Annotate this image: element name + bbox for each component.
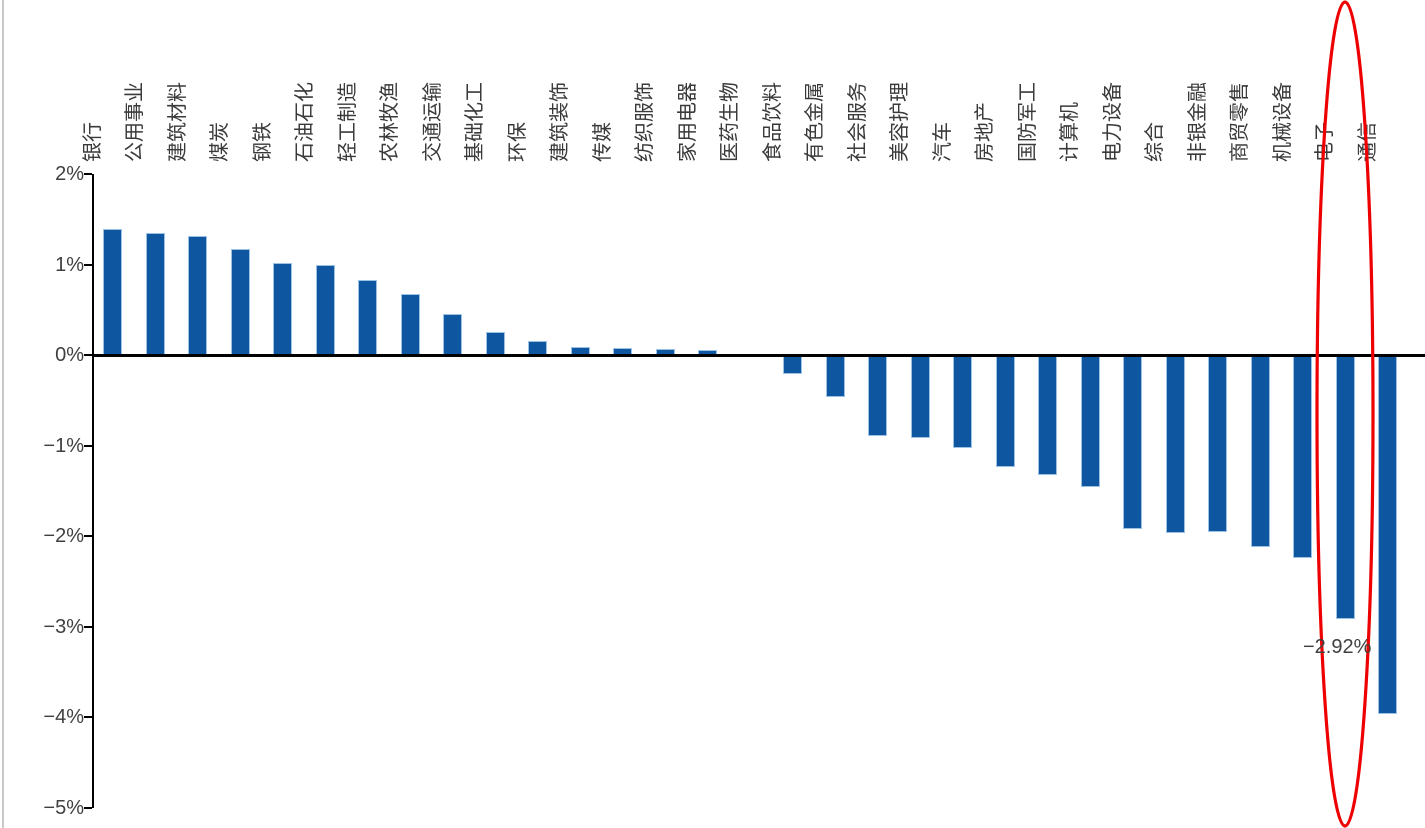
y-axis-tick (84, 716, 92, 718)
bar-国防军工 (1038, 355, 1057, 476)
bar-电力设备 (1123, 355, 1142, 529)
category-label-建筑装饰: 建筑装饰 (549, 82, 571, 162)
bar-基础化工 (485, 332, 505, 355)
bar-公用事业 (145, 232, 165, 355)
bar-非银金融 (1208, 355, 1227, 533)
category-label-基础化工: 基础化工 (464, 82, 486, 162)
category-label-食品饮料: 食品饮料 (761, 82, 784, 162)
data-label: −2.92% (1303, 636, 1372, 659)
bar-交通运输 (443, 314, 462, 355)
category-label-综合: 综合 (1144, 122, 1166, 162)
y-axis-tick (84, 625, 92, 628)
category-label-农林牧渔: 农林牧渔 (379, 82, 401, 162)
zero-baseline (92, 354, 1425, 357)
bar-石油石化 (315, 264, 335, 355)
left-border-line (2, 0, 4, 828)
category-label-轻工制造: 轻工制造 (336, 82, 359, 162)
bar-社会服务 (868, 355, 887, 436)
bar-电子 (1335, 355, 1355, 620)
category-label-建筑材料: 建筑材料 (166, 82, 189, 162)
category-label-商贸零售: 商贸零售 (1229, 82, 1251, 162)
category-label-机械设备: 机械设备 (1271, 82, 1294, 162)
category-label-公用事业: 公用事业 (124, 82, 146, 162)
bar-机械设备 (1293, 355, 1312, 558)
bar-农林牧渔 (400, 294, 420, 355)
y-axis-tick (84, 806, 92, 809)
bar-轻工制造 (358, 279, 377, 355)
y-axis-tick (84, 354, 92, 356)
y-tick-label: −3% (43, 615, 84, 638)
bar-汽车 (953, 355, 972, 449)
y-axis-tick (84, 173, 92, 175)
bar-房地产 (995, 355, 1015, 468)
y-axis-line (92, 174, 94, 808)
bar-食品饮料 (783, 355, 802, 374)
category-label-银行: 银行 (81, 122, 104, 162)
bar-计算机 (1080, 355, 1100, 488)
category-label-传媒: 传媒 (591, 122, 614, 162)
bar-商贸零售 (1250, 355, 1270, 547)
category-label-社会服务: 社会服务 (846, 82, 869, 162)
category-label-电力设备: 电力设备 (1101, 82, 1124, 162)
bar-环保 (528, 341, 547, 355)
category-label-环保: 环保 (506, 122, 529, 162)
bar-通信 (1378, 355, 1397, 715)
bar-美容护理 (910, 355, 930, 439)
bar-建筑材料 (188, 236, 207, 355)
y-axis-tick (84, 444, 92, 447)
category-label-非银金融: 非银金融 (1186, 82, 1209, 162)
y-axis-tick (84, 263, 92, 266)
bar-综合 (1165, 355, 1185, 534)
y-tick-label: −4% (43, 706, 84, 728)
category-label-国防军工: 国防军工 (1016, 82, 1039, 162)
y-tick-label: 1% (55, 253, 84, 276)
y-tick-label: 0% (55, 344, 84, 366)
category-label-煤炭: 煤炭 (209, 122, 231, 162)
bar-钢铁 (273, 262, 292, 355)
y-tick-label: −1% (43, 434, 84, 457)
category-label-纺织服饰: 纺织服饰 (634, 82, 656, 162)
y-tick-label: −5% (43, 796, 84, 819)
category-label-通信: 通信 (1356, 122, 1379, 162)
bar-有色金属 (825, 355, 845, 397)
category-label-汽车: 汽车 (931, 122, 954, 162)
category-label-交通运输: 交通运输 (421, 82, 444, 162)
category-label-美容护理: 美容护理 (889, 82, 911, 162)
category-label-医药生物: 医药生物 (719, 82, 741, 162)
category-label-计算机: 计算机 (1059, 102, 1081, 162)
y-axis-tick (84, 535, 92, 537)
category-label-电子: 电子 (1314, 122, 1336, 162)
bar-煤炭 (230, 249, 250, 355)
category-label-有色金属: 有色金属 (804, 82, 826, 162)
category-label-石油石化: 石油石化 (294, 82, 316, 162)
category-label-钢铁: 钢铁 (251, 122, 274, 162)
category-label-房地产: 房地产 (974, 102, 996, 162)
bar-银行 (103, 229, 122, 355)
category-label-家用电器: 家用电器 (676, 82, 699, 162)
y-tick-label: −2% (43, 525, 84, 547)
y-tick-label: 2% (55, 163, 84, 185)
